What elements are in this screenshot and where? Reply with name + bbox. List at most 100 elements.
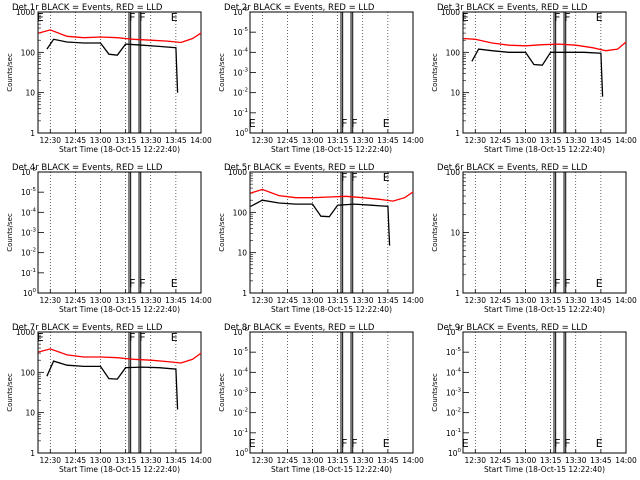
x-tick-label: 14:00: [402, 136, 424, 145]
panel-title: Det 7r BLACK = Events, RED = LLD: [12, 323, 163, 333]
events-series-line: [46, 360, 179, 410]
panel-det-8r: Det 8r BLACK = Events, RED = LLD 12:30 12:…: [218, 323, 424, 474]
x-tick-label: 13:30: [140, 296, 162, 305]
x-tick-label: 14:00: [190, 296, 212, 305]
x-tick-label: 13:00: [515, 456, 537, 465]
y-axis-label: Counts/sec: [218, 373, 226, 412]
x-tick-label: 13:30: [565, 136, 587, 145]
y-tick-label: 100: [233, 208, 248, 217]
panel-det-3r: Det 3r BLACK = Events, RED = LLD 12:30 12:…: [431, 3, 637, 154]
event-marker-label: F: [351, 171, 357, 184]
x-tick-label: 14:00: [615, 296, 637, 305]
y-tick-label: 1: [455, 129, 460, 138]
y-tick-label: 10-6: [446, 327, 462, 337]
x-tick-label: 13:15: [115, 456, 137, 465]
lld-series-line: [250, 188, 414, 202]
x-tick-label: 13:30: [565, 456, 587, 465]
y-axis-label: Counts/sec: [431, 213, 439, 252]
y-axis-label: Counts/sec: [431, 53, 439, 92]
y-tick-label: 1000: [441, 8, 460, 17]
y-tick-label: 10-3: [233, 68, 249, 78]
event-marker-label: F: [564, 11, 570, 24]
y-tick-label: 100: [235, 448, 249, 458]
y-tick-label: 100: [446, 168, 461, 177]
y-tick-label: 10-2: [233, 88, 248, 98]
x-tick-label: 13:00: [302, 456, 324, 465]
event-marker-label: F: [564, 437, 570, 450]
y-tick-label: 10-5: [21, 187, 37, 197]
event-marker-label: E: [171, 11, 178, 24]
x-tick-label: 14:00: [402, 296, 424, 305]
x-tick-label: 13:30: [140, 456, 162, 465]
event-marker-label: F: [129, 277, 135, 290]
y-axis-label: Counts/sec: [6, 213, 14, 252]
panel-det-9r: Det 9r BLACK = Events, RED = LLD 12:30 12:…: [431, 323, 637, 474]
x-axis-label: Start Time (18-Oct-15 12:22:40): [59, 145, 180, 154]
panel-det-7r: Det 7r BLACK = Events, RED = LLD 12:30 12:…: [6, 323, 212, 474]
x-tick-label: 14:00: [190, 456, 212, 465]
event-marker-label: F: [554, 11, 560, 24]
y-tick-label: 10-5: [446, 347, 462, 357]
y-axis-label: Counts/sec: [218, 53, 226, 92]
x-tick-label: 13:45: [377, 456, 399, 465]
y-tick-label: 10-1: [21, 268, 36, 278]
lld-series-line: [38, 348, 202, 364]
x-tick-label: 13:45: [590, 136, 612, 145]
events-series-line: [471, 48, 604, 97]
plot-frame: [462, 331, 627, 454]
panel-title: Det 2r BLACK = Events, RED = LLD: [224, 3, 375, 13]
y-tick-label: 100: [23, 288, 37, 298]
event-marker-label: F: [129, 11, 135, 24]
y-tick-label: 10-5: [233, 27, 249, 37]
event-marker-label: F: [564, 277, 570, 290]
y-axis-label: Counts/sec: [431, 373, 439, 412]
x-tick-label: 12:30: [39, 136, 61, 145]
x-tick-label: 12:45: [277, 456, 299, 465]
x-tick-label: 13:30: [565, 296, 587, 305]
panel-title: Det 9r BLACK = Events, RED = LLD: [437, 323, 588, 333]
event-marker-label: E: [249, 117, 256, 130]
y-tick-label: 10-6: [233, 327, 249, 337]
y-tick-label: 1: [30, 129, 35, 138]
x-tick-label: 13:30: [352, 136, 374, 145]
x-tick-label: 12:30: [39, 456, 61, 465]
y-tick-label: 10: [237, 249, 247, 258]
y-tick-label: 10-3: [446, 388, 462, 398]
event-marker-label: F: [341, 117, 347, 130]
y-tick-label: 100: [21, 368, 36, 377]
x-tick-label: 12:45: [490, 296, 512, 305]
x-tick-label: 13:30: [352, 456, 374, 465]
y-tick-label: 1000: [16, 8, 35, 17]
event-marker-label: F: [129, 331, 135, 344]
panel-title: Det 3r BLACK = Events, RED = LLD: [437, 3, 588, 13]
y-tick-label: 10-4: [21, 207, 37, 217]
x-tick-label: 13:15: [115, 296, 137, 305]
plot-frame: [462, 171, 627, 294]
x-tick-label: 13:15: [327, 296, 349, 305]
y-tick-label: 1: [242, 289, 247, 298]
event-marker-label: F: [139, 331, 145, 344]
panel-title: Det 5r BLACK = Events, RED = LLD: [224, 163, 375, 173]
event-marker-label: E: [596, 437, 603, 450]
x-tick-label: 13:30: [352, 296, 374, 305]
y-axis-label: Counts/sec: [6, 373, 14, 412]
y-tick-label: 10-1: [233, 108, 248, 118]
x-tick-label: 12:30: [39, 296, 61, 305]
x-tick-label: 12:30: [464, 136, 486, 145]
event-marker-label: E: [596, 277, 603, 290]
event-marker-label: F: [554, 437, 560, 450]
y-tick-label: 10: [25, 409, 35, 418]
event-marker-label: E: [383, 171, 390, 184]
x-tick-label: 13:45: [165, 456, 187, 465]
y-tick-label: 10-6: [21, 167, 37, 177]
x-tick-label: 13:45: [590, 456, 612, 465]
x-axis-label: Start Time (18-Oct-15 12:22:40): [484, 145, 605, 154]
panel-det-4r: Det 4r BLACK = Events, RED = LLD 12:30 12:…: [6, 163, 212, 314]
x-tick-label: 13:15: [327, 136, 349, 145]
x-tick-label: 12:30: [464, 296, 486, 305]
event-marker-label: F: [139, 277, 145, 290]
lld-series-line: [38, 29, 202, 44]
event-marker-label: E: [171, 277, 178, 290]
x-tick-label: 13:00: [515, 136, 537, 145]
y-tick-label: 1000: [16, 328, 35, 337]
